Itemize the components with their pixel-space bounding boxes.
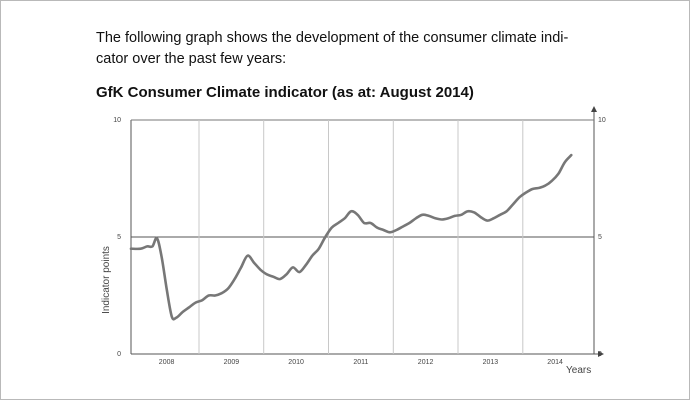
x-axis-arrow	[598, 351, 604, 357]
right-axis-arrow	[591, 106, 597, 112]
x-tick-label-2010: 2010	[288, 359, 304, 366]
x-tick-label-2013: 2013	[483, 359, 499, 366]
x-tick-label-2008: 2008	[159, 359, 175, 366]
x-tick-label-2012: 2012	[418, 359, 434, 366]
x-tick-label-2011: 2011	[353, 359, 368, 366]
x-tick-label-2014: 2014	[547, 359, 563, 366]
intro-line-2: cator over the past few years:	[96, 51, 287, 67]
y-tick-label-left-bottom: 0	[117, 351, 121, 358]
y-tick-label-left-top: 10	[113, 117, 121, 124]
chart-title: GfK Consumer Climate indicator (as at: A…	[96, 84, 474, 101]
y-tick-label-right-top: 10	[598, 117, 606, 124]
y-axis-label: Indicator points	[101, 246, 112, 314]
y-tick-label-right-mid: 5	[598, 234, 602, 241]
plot-frame	[130, 106, 604, 357]
y-tick-label-left-mid: 5	[117, 234, 121, 241]
year-dividers	[198, 120, 524, 354]
intro-line-1: The following graph shows the developmen…	[96, 30, 569, 46]
series-line	[129, 153, 573, 321]
x-tick-labels: 2008 2009 2010 2011 2012 2013 2014	[159, 359, 563, 366]
y-tick-label-right-bottom: 0	[598, 351, 602, 358]
x-axis-label: Years	[566, 365, 591, 376]
y-tick-labels: 10 5 0 10 5 0	[113, 117, 606, 358]
intro-paragraph: The following graph shows the developmen…	[96, 28, 596, 70]
x-tick-label-2009: 2009	[224, 359, 240, 366]
